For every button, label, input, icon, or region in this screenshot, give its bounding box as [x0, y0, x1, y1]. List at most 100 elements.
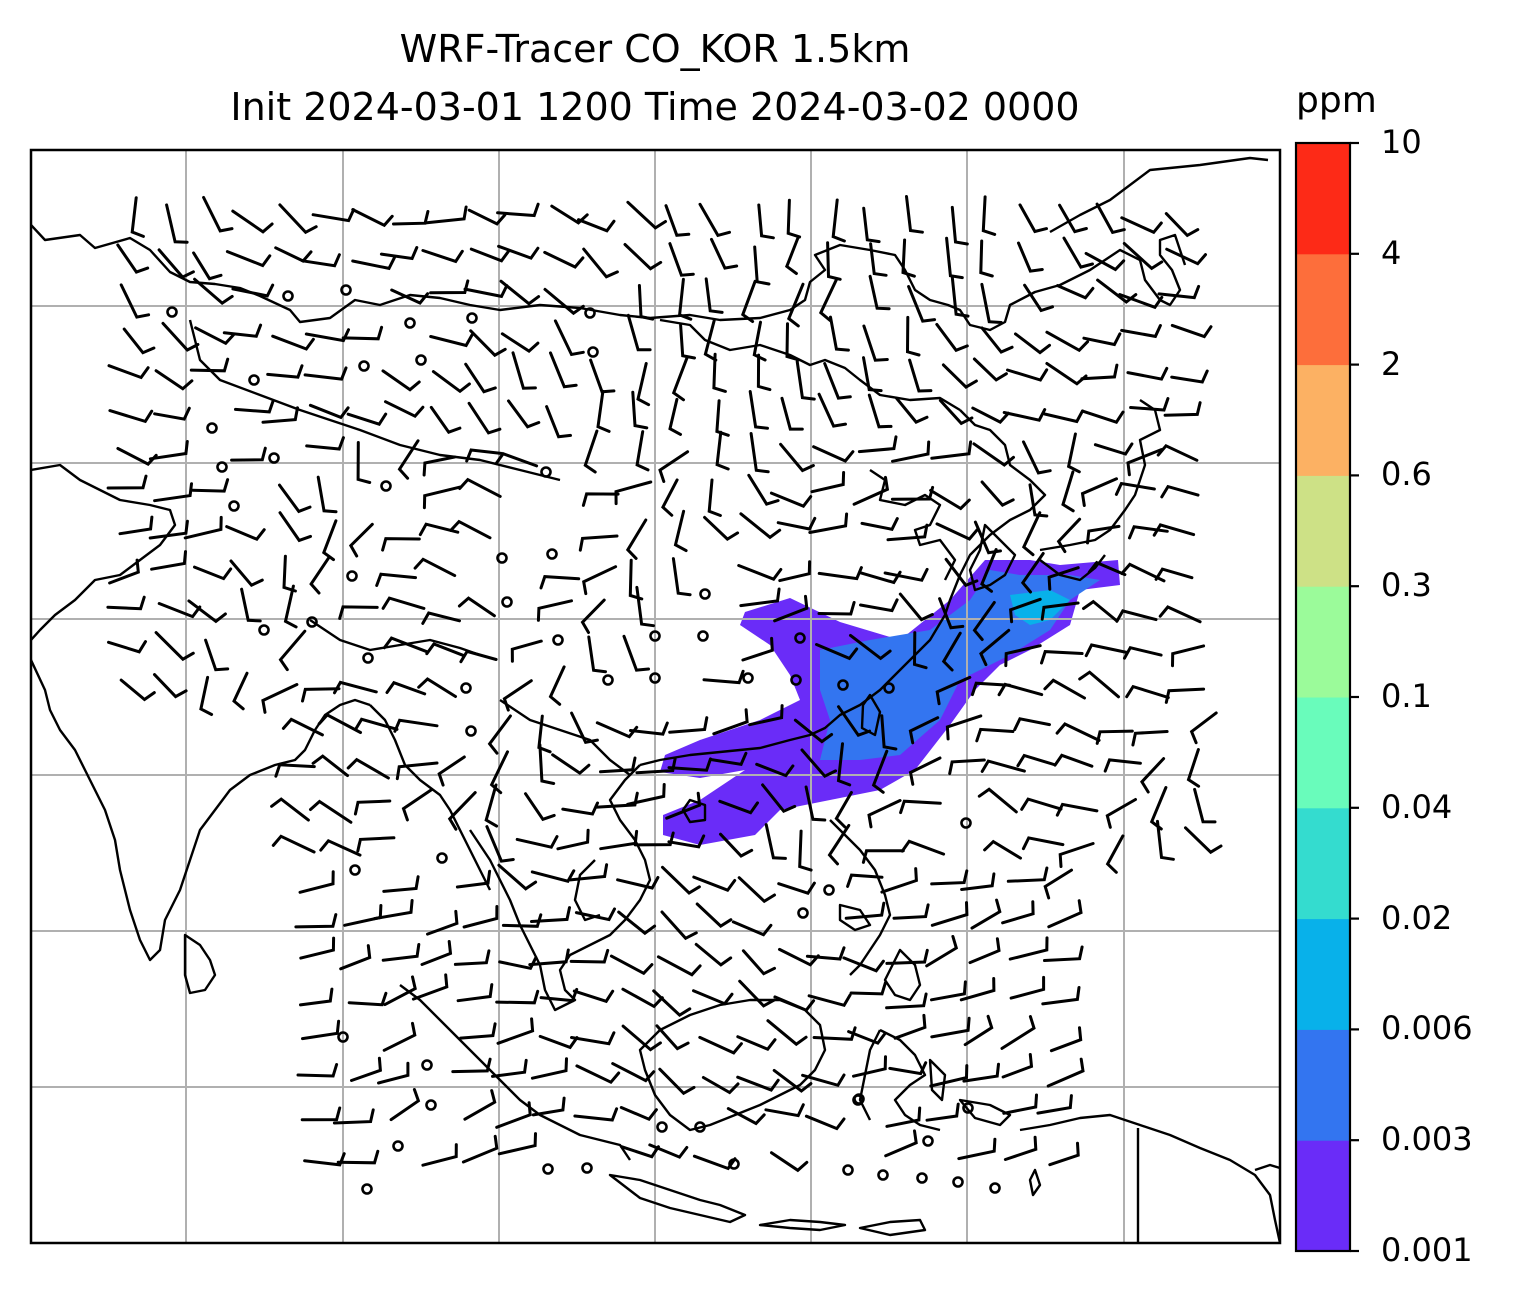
wind-barb: [382, 636, 429, 654]
calm-wind-circle: [206, 422, 218, 434]
wind-barb: [707, 478, 722, 517]
wind-barb: [747, 473, 780, 506]
wind-barb: [316, 475, 338, 514]
wind-barb: [569, 948, 610, 964]
wind-barb: [808, 512, 849, 534]
wind-barb: [1048, 1141, 1080, 1167]
wind-barb: [356, 836, 396, 853]
wind-barb: [348, 522, 374, 558]
wind-barb: [353, 799, 392, 816]
wind-barb: [738, 979, 776, 1008]
wind-barb: [300, 1106, 342, 1122]
wind-barb: [1053, 753, 1094, 768]
wind-barb: [741, 949, 776, 976]
wind-barb: [553, 319, 585, 357]
calm-wind-circle: [581, 1162, 593, 1174]
wind-barb: [930, 869, 969, 886]
wind-barb: [274, 246, 313, 263]
wind-barb: [1022, 440, 1052, 475]
wind-barb: [449, 519, 492, 540]
wind-barb: [119, 678, 156, 702]
wind-barb: [350, 1056, 382, 1082]
wind-barb: [202, 196, 234, 233]
wind-barb: [804, 785, 827, 822]
wind-barb: [694, 942, 733, 967]
wind-barb: [664, 204, 691, 237]
calm-wind-circle: [216, 461, 228, 473]
wind-barb: [550, 204, 589, 225]
wind-barb: [495, 1101, 532, 1129]
wind-barb: [190, 478, 230, 493]
wind-barb: [545, 405, 572, 439]
wind-barb: [234, 399, 275, 414]
coast-moluccas: [928, 1058, 1012, 1127]
calm-wind-circle: [694, 1121, 706, 1133]
wind-barb: [625, 518, 648, 560]
wind-barb: [305, 436, 345, 451]
wind-barb: [1056, 284, 1095, 300]
wind-barb: [671, 557, 692, 597]
wind-barb: [1009, 975, 1046, 1000]
wind-barb: [772, 1068, 813, 1093]
wind-barb: [1129, 397, 1170, 412]
wind-barb: [929, 1064, 969, 1088]
wind-barb: [1114, 481, 1156, 496]
wind-barb: [616, 876, 660, 890]
wind-barb: [667, 757, 712, 772]
wind-barb: [582, 565, 618, 596]
calm-wind-circle: [358, 360, 370, 372]
wind-barb: [1061, 470, 1075, 513]
calm-wind-circle: [842, 1164, 854, 1176]
wind-barb: [852, 1055, 887, 1078]
wind-barb: [1120, 562, 1166, 583]
wind-barb: [907, 285, 937, 323]
wind-barb: [299, 936, 336, 960]
wind-barb: [294, 913, 338, 929]
wind-barb: [461, 1134, 499, 1164]
wind-barb: [812, 445, 855, 463]
wind-barb: [740, 279, 757, 323]
wind-barb: [465, 448, 503, 463]
wind-barb: [393, 718, 439, 733]
wind-barb: [626, 783, 666, 806]
wind-barb: [908, 358, 933, 393]
wind-barb: [1154, 567, 1194, 581]
wind-barb: [778, 560, 812, 583]
wind-barb: [749, 432, 770, 474]
wind-barb: [1118, 293, 1164, 310]
wind-barb: [795, 360, 816, 401]
wind-barb: [240, 587, 262, 623]
calm-wind-circle: [546, 548, 558, 560]
wind-barb: [701, 1076, 740, 1095]
colorbar-segment: [1296, 1140, 1350, 1252]
wind-barb: [761, 783, 797, 814]
colorbar-segment: [1296, 807, 1350, 920]
wind-barb: [1105, 834, 1125, 874]
wind-barb: [766, 1019, 808, 1047]
wind-barb: [692, 989, 734, 1006]
wind-barb: [935, 522, 979, 541]
wind-barb: [429, 279, 470, 295]
wind-barb: [997, 682, 1044, 697]
wind-barb: [862, 206, 881, 244]
wind-barb: [225, 250, 272, 268]
wind-barb: [1043, 678, 1086, 700]
wind-barb: [528, 948, 570, 967]
calm-wind-circle: [362, 652, 374, 664]
wind-barb: [108, 558, 140, 585]
wind-barb: [817, 601, 856, 616]
wind-barb: [1193, 787, 1217, 824]
wind-barb: [1189, 711, 1218, 745]
wind-barb: [309, 555, 331, 595]
wind-barb: [385, 680, 427, 696]
wind-barb: [395, 761, 439, 781]
wind-barb: [831, 198, 846, 243]
calm-wind-circle: [699, 588, 711, 600]
wind-barb: [748, 704, 784, 727]
wind-barb: [420, 940, 453, 966]
calm-wind-circle: [602, 674, 614, 686]
wind-barb: [703, 515, 740, 541]
wind-barb: [1120, 216, 1163, 235]
wind-barb: [1056, 517, 1082, 554]
